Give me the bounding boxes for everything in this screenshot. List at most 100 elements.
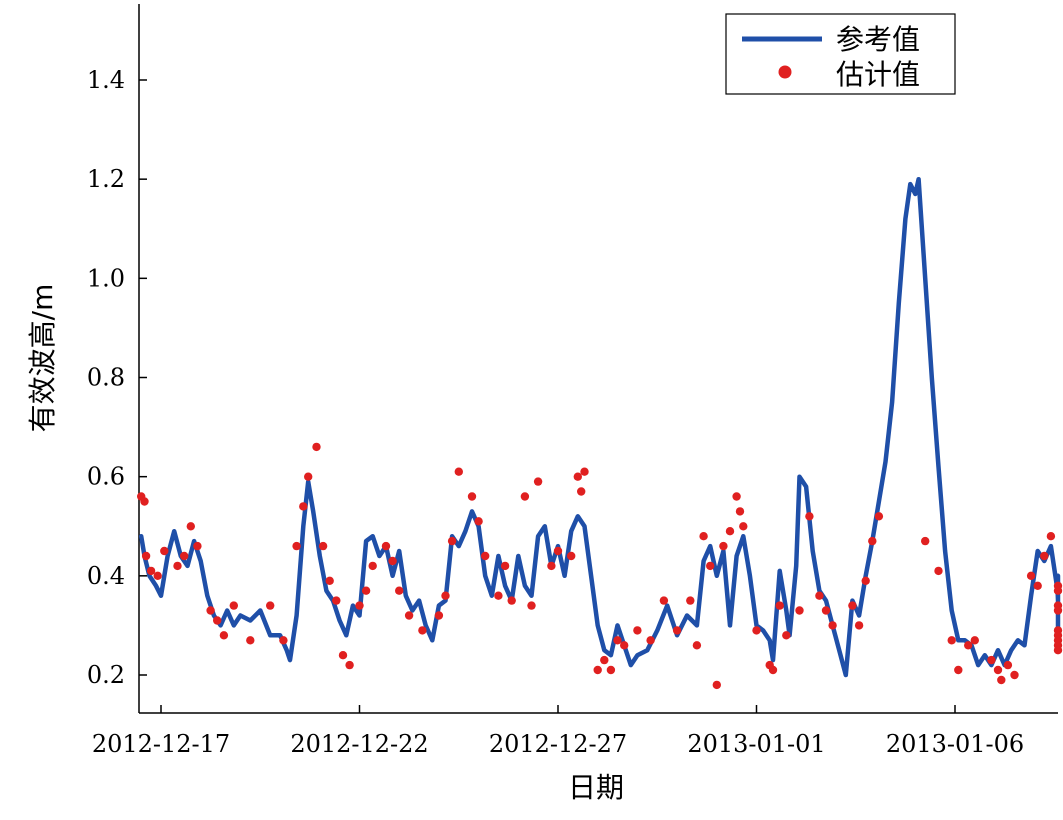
estimate-point: [213, 616, 222, 625]
estimate-point: [1003, 660, 1013, 670]
estimate-point: [404, 611, 414, 620]
estimate-point: [699, 532, 708, 541]
x-tick-label: 2012-12-22: [290, 730, 428, 758]
estimate-point: [547, 561, 556, 571]
estimate-point: [646, 636, 655, 645]
x-tick-label: 2012-12-17: [92, 730, 230, 758]
estimate-point: [567, 551, 576, 561]
estimate-point: [332, 596, 341, 605]
estimate-point: [795, 606, 804, 615]
estimate-point: [395, 586, 404, 595]
estimate-point: [987, 655, 996, 665]
estimate-point: [934, 566, 943, 576]
estimate-point: [752, 626, 761, 635]
y-tick-label: 0.4: [87, 562, 125, 590]
estimate-point: [600, 655, 609, 665]
estimate-point: [712, 680, 721, 690]
estimate-point: [388, 556, 397, 566]
y-tick-label: 0.6: [87, 463, 125, 491]
estimate-point: [573, 472, 582, 481]
estimate-point: [593, 665, 602, 675]
legend-swatch-estimate: [778, 65, 792, 79]
estimate-point: [577, 487, 586, 496]
legend-box: [725, 13, 956, 95]
estimate-point: [692, 641, 702, 650]
estimate-point: [312, 442, 321, 452]
estimate-point: [970, 636, 979, 645]
estimate-point: [140, 497, 149, 506]
estimate-point: [921, 536, 930, 546]
estimate-point: [246, 636, 255, 645]
estimate-point: [533, 477, 543, 486]
estimate-point: [874, 512, 884, 521]
estimate-point: [279, 636, 288, 645]
legend-label-estimate: 估计值: [836, 58, 920, 91]
estimate-point: [1026, 571, 1036, 580]
estimate-point: [180, 551, 189, 561]
estimate-point: [381, 541, 391, 551]
estimate-point: [338, 651, 348, 660]
estimate-point: [686, 596, 695, 605]
estimate-point: [1053, 646, 1063, 655]
legend-label-reference: 参考值: [836, 23, 920, 56]
estimate-point: [173, 561, 182, 571]
estimate-point: [821, 606, 831, 615]
estimate-point: [500, 561, 510, 571]
estimate-point: [507, 596, 516, 605]
estimate-point: [659, 596, 669, 605]
y-tick-label: 1.4: [87, 66, 125, 94]
estimate-point: [947, 636, 956, 645]
estimate-point: [815, 591, 824, 600]
estimate-point: [361, 586, 371, 595]
estimate-point: [719, 541, 728, 551]
estimate-point: [732, 492, 741, 501]
estimate-point: [805, 512, 814, 521]
estimate-point: [868, 536, 877, 546]
estimate-point: [1010, 670, 1019, 680]
estimate-point: [146, 566, 156, 576]
estimate-point: [1040, 551, 1049, 561]
estimate-point: [672, 626, 682, 635]
estimate-point: [292, 541, 301, 551]
x-axis-title: 日期: [568, 771, 624, 804]
estimate-point: [193, 541, 202, 551]
estimate-point: [219, 631, 229, 640]
estimate-point: [481, 551, 490, 561]
estimate-point: [964, 641, 973, 650]
estimate-point: [1053, 586, 1063, 595]
estimate-point: [160, 546, 169, 556]
series-estimate-points: [137, 442, 1063, 690]
estimate-point: [739, 522, 748, 531]
y-tick-label: 1.2: [87, 165, 125, 193]
y-axis-title: 有效波高/m: [26, 284, 59, 433]
estimate-point: [368, 561, 377, 571]
x-ticks: 2012-12-17 2012-12-22 2012-12-27 2013-01-01…: [92, 705, 1024, 758]
estimate-point: [993, 665, 1003, 675]
x-tick-label: 2013-01-06: [886, 730, 1024, 758]
estimate-point: [606, 665, 616, 675]
estimate-point: [454, 467, 463, 476]
estimate-point: [861, 576, 870, 585]
estimate-point: [527, 601, 536, 610]
estimate-point: [325, 576, 334, 585]
estimate-point: [613, 636, 622, 645]
estimate-point: [848, 601, 857, 610]
estimate-point: [735, 507, 745, 516]
x-tick-label: 2012-12-27: [489, 730, 627, 758]
x-tick-label: 2013-01-01: [687, 730, 825, 758]
reference-line: [138, 176, 1061, 678]
estimate-point: [828, 621, 837, 630]
estimate-point: [229, 601, 238, 610]
estimate-point: [206, 606, 215, 615]
series-reference-line: [138, 176, 1061, 678]
estimate-point: [434, 611, 444, 620]
estimate-point: [355, 601, 364, 610]
estimate-point: [345, 660, 354, 670]
estimate-point: [304, 472, 313, 481]
estimate-point: [620, 641, 629, 650]
estimate-point: [854, 621, 864, 630]
estimate-point: [153, 571, 162, 580]
